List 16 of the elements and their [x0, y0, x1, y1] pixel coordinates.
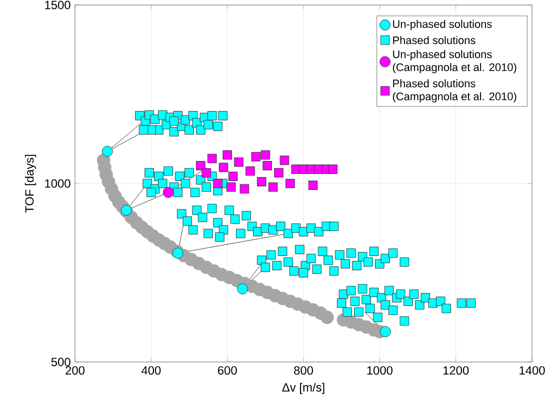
y-tick-label: 1000	[45, 179, 70, 188]
legend-label: Un-phased solutions (Campagnola et al. 2010)	[392, 50, 516, 74]
x-tick-label: 600	[218, 366, 237, 375]
x-tick-label: 1200	[443, 366, 469, 375]
legend-label: Phased solutions	[393, 36, 476, 44]
x-tick-label: 400	[141, 366, 161, 375]
x-tick-label: 800	[294, 366, 314, 375]
x-tick-label: 1000	[367, 366, 392, 375]
x-axis-title: Δv [m/s]	[282, 382, 324, 394]
y-tick-label: 500	[51, 358, 70, 366]
y-tick-label: 1500	[45, 0, 70, 10]
legend-label: Phased solutions (Campagnola et al. 2010)	[392, 79, 516, 102]
x-tick-label: 200	[66, 366, 85, 375]
legend-label: Un-phased solutions	[393, 20, 492, 30]
x-tick-label: 1400	[520, 366, 545, 375]
y-axis-title: TOF [days]	[24, 154, 36, 213]
